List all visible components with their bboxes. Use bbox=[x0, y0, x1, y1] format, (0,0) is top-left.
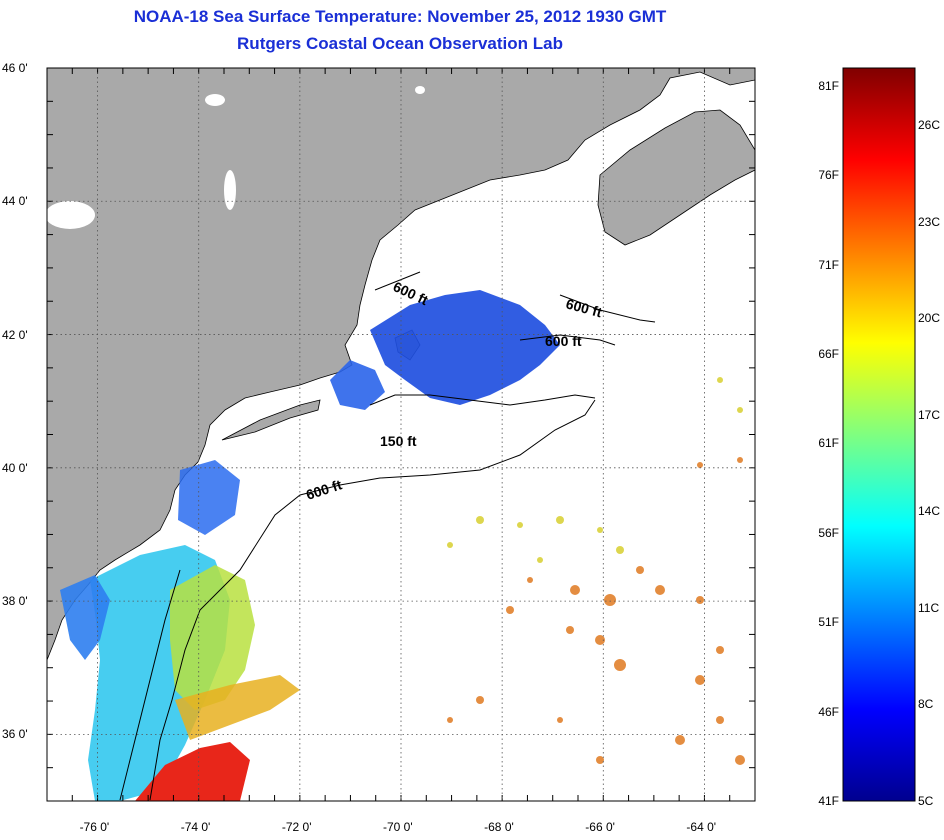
land-mass bbox=[47, 68, 755, 661]
map-frame bbox=[46, 67, 756, 802]
nova-scotia bbox=[597, 109, 755, 246]
map-title: NOAA-18 Sea Surface Temperature: Novembe… bbox=[133, 7, 667, 26]
lon-tick-label: -76 0' bbox=[79, 820, 110, 834]
lat-tick-label: 36 0' bbox=[2, 727, 28, 742]
contour-label: 150 ft bbox=[380, 433, 417, 449]
contour-label: 600 ft bbox=[545, 333, 582, 349]
bathymetry-contours bbox=[119, 271, 656, 801]
colorbar-c-label: 17C bbox=[918, 407, 941, 422]
lat-tick-label: 44 0' bbox=[2, 194, 28, 209]
colorbar-f-label: 41F bbox=[818, 794, 839, 808]
lon-tick-label: -74 0' bbox=[180, 820, 211, 834]
colorbar-c-label: 11C bbox=[918, 600, 940, 615]
sst-cold-patch bbox=[178, 460, 240, 535]
colorbar-f-label: 76F bbox=[818, 168, 839, 183]
lon-tick-label: -70 0' bbox=[383, 820, 413, 834]
lat-tick-label: 38 0' bbox=[2, 594, 28, 609]
map-subtitle: Rutgers Coastal Ocean Observation Lab bbox=[237, 34, 563, 53]
sst-cold-patch bbox=[330, 360, 385, 410]
lon-tick-label: -64 0' bbox=[686, 820, 717, 834]
colorbar-c-label: 20C bbox=[918, 311, 941, 326]
sst-offshore-scatter bbox=[447, 377, 743, 563]
sst-warm-patch bbox=[175, 675, 300, 740]
colorbar-f-label: 56F bbox=[818, 525, 839, 540]
colorbar-f-label: 46F bbox=[818, 704, 839, 719]
colorbar-f-label: 66F bbox=[818, 347, 839, 362]
lat-tick-label: 46 0' bbox=[2, 61, 28, 75]
colorbar-c-label: 8C bbox=[918, 697, 934, 712]
lon-tick-label: -72 0' bbox=[281, 820, 312, 834]
colorbar-f-label: 51F bbox=[818, 615, 839, 630]
long-island bbox=[221, 399, 321, 441]
colorbar-c-label: 14C bbox=[918, 504, 941, 519]
lake bbox=[415, 86, 425, 94]
lake bbox=[224, 170, 236, 210]
colorbar-c-label: 5C bbox=[918, 794, 934, 808]
colorbar-f-label: 71F bbox=[818, 257, 839, 272]
colorbar-f-label: 61F bbox=[818, 436, 839, 451]
lake bbox=[205, 94, 225, 106]
lon-tick-label: -68 0' bbox=[484, 820, 514, 834]
colorbar-c-label: 26C bbox=[918, 118, 941, 133]
lon-tick-label: -66 0' bbox=[585, 820, 615, 834]
sst-chesapeake-patch bbox=[60, 575, 110, 660]
lake bbox=[47, 201, 95, 229]
sst-gulfstream-patch bbox=[135, 742, 250, 801]
lat-tick-label: 40 0' bbox=[2, 460, 28, 475]
sst-offshore-scatter bbox=[447, 457, 745, 765]
lat-tick-label: 42 0' bbox=[2, 327, 28, 342]
sst-cold-patch bbox=[370, 290, 560, 405]
colorbar bbox=[842, 67, 916, 802]
colorbar-c-label: 23C bbox=[918, 214, 941, 229]
colorbar-f-label: 81F bbox=[818, 78, 839, 93]
